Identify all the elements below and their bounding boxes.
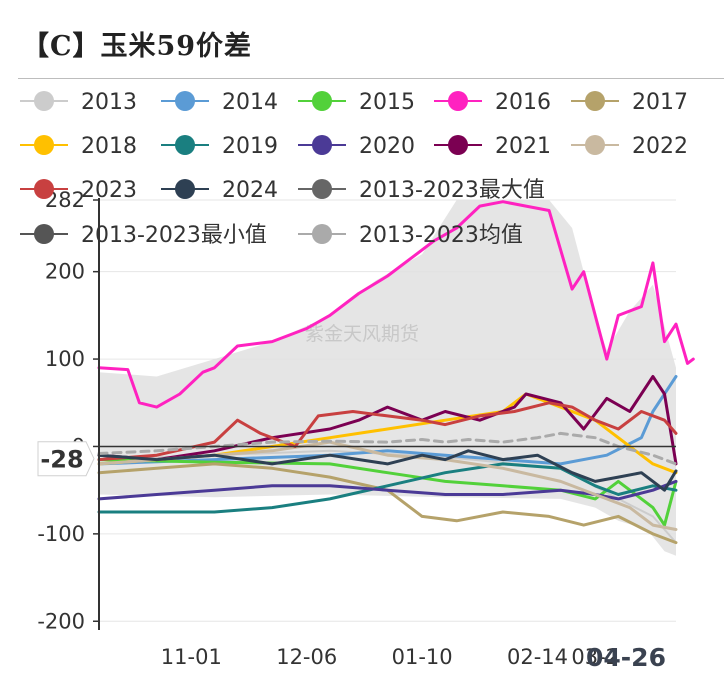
legend-swatch-dot[interactable] [448,135,468,155]
series-line-2016[interactable] [97,200,695,409]
legend-swatch-dot[interactable] [34,135,54,155]
series-line-2017[interactable] [97,462,678,545]
legend-label[interactable]: 2017 [632,90,688,115]
legend-swatch-dot[interactable] [34,91,54,111]
watermark: 紫金天风期货 [305,323,419,345]
legend-swatch-dot[interactable] [175,91,195,111]
legend-label[interactable]: 2018 [81,134,137,159]
legend-swatch-dot[interactable] [34,224,54,244]
legend-label[interactable]: 2013-2023最小值 [81,223,267,248]
series-line-2015[interactable] [97,458,678,527]
x-tick-label: 03-2 [571,645,619,669]
x-last-label: 04-26 [586,643,666,672]
legend-swatch-dot[interactable] [312,135,332,155]
x-tick-label: 02-14 [507,645,568,669]
legend-label[interactable]: 2022 [632,134,688,159]
legend-swatch-dot[interactable] [448,91,468,111]
legend-swatch-dot[interactable] [34,179,54,199]
current-value-marker [37,441,95,477]
series-line-2024[interactable] [97,449,678,492]
series-line-2020[interactable] [97,479,678,501]
y-tick-label: -200 [37,609,85,633]
legend-label[interactable]: 2021 [495,134,551,159]
legend-label[interactable]: 2024 [222,178,278,203]
legend-label[interactable]: 2013-2023最大值 [359,178,545,203]
legend-swatch-dot[interactable] [585,135,605,155]
legend-label[interactable]: 2013-2023均值 [359,223,523,248]
legend-label[interactable]: 2014 [222,90,278,115]
y-tick-label: 200 [45,260,85,284]
legend-label[interactable]: 2016 [495,90,551,115]
max-min-band [99,200,676,556]
series-line-2023[interactable] [97,401,678,462]
legend-swatch-dot[interactable] [312,224,332,244]
legend-swatch-dot[interactable] [312,91,332,111]
title-divider [18,78,724,79]
current-value-label: -28 [40,446,83,474]
x-tick-label: 01-10 [392,645,453,669]
y-tick-label: 100 [45,347,85,371]
legend-swatch-dot[interactable] [312,179,332,199]
x-tick-label: 11-01 [161,645,222,669]
series-line-2013-2023均值[interactable] [97,431,678,466]
legend-label[interactable]: 2020 [359,134,415,159]
x-tick-label: 12-06 [276,645,337,669]
legend-swatch-dot[interactable] [175,179,195,199]
legend-label[interactable]: 2015 [359,90,415,115]
y-tick-label: -100 [37,522,85,546]
legend-swatch-dot[interactable] [585,91,605,111]
legend-label[interactable]: 2019 [222,134,278,159]
legend-label[interactable]: 2023 [81,178,137,203]
legend-swatch-dot[interactable] [175,135,195,155]
chart-title: 【C】玉米59价差 [22,31,253,62]
series-line-2019[interactable] [97,462,678,514]
legend-label[interactable]: 2013 [81,90,137,115]
